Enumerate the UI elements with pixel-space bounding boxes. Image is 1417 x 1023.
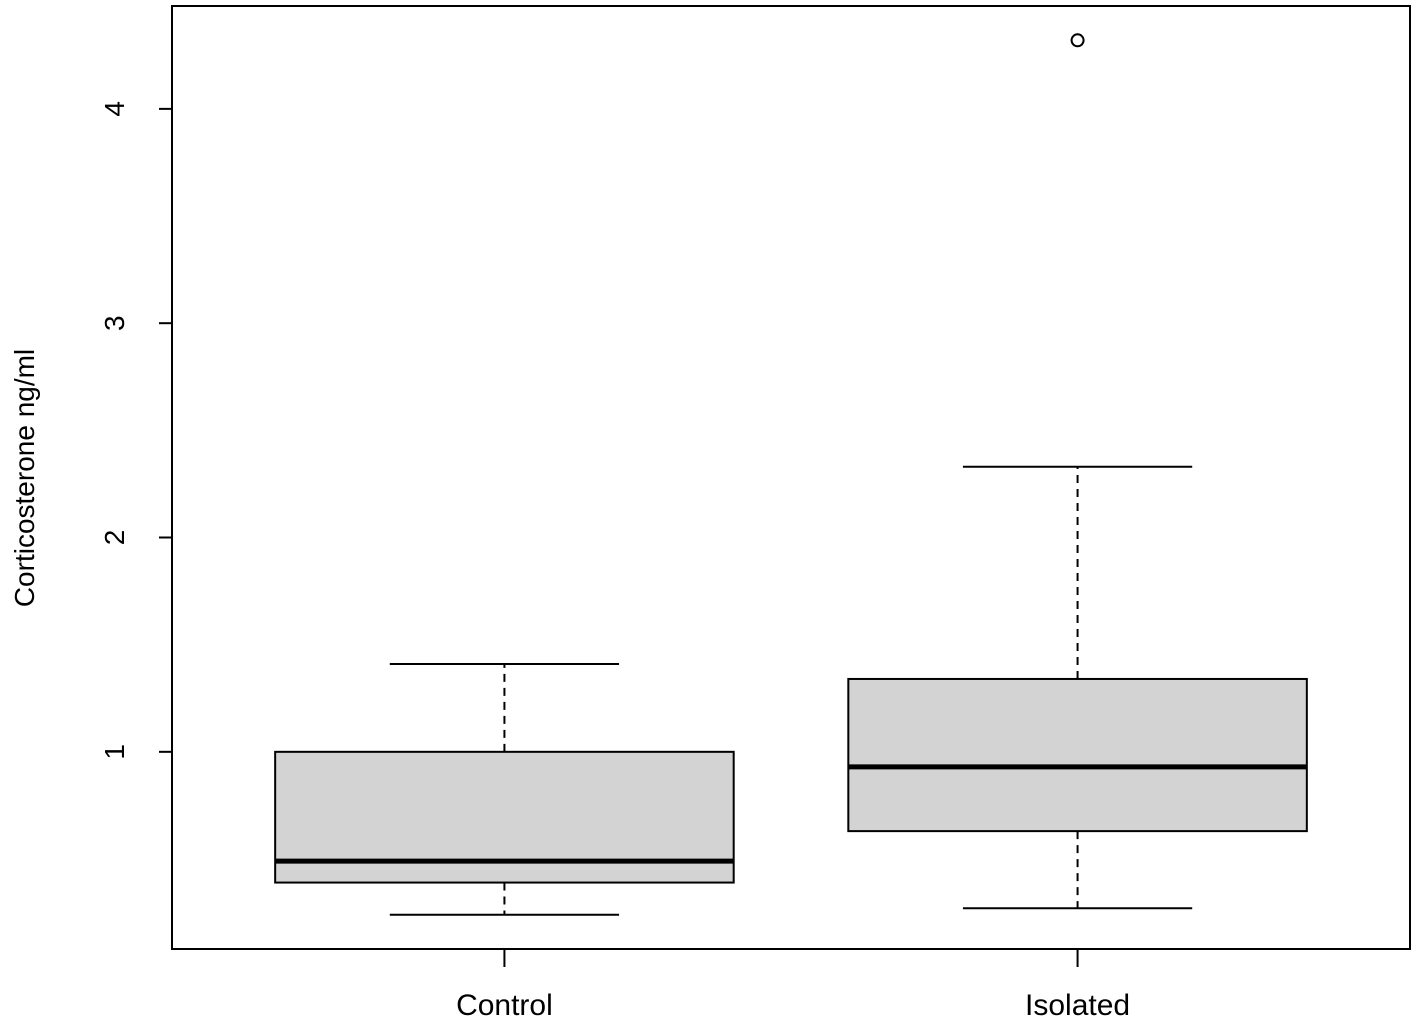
y-tick-label: 2 [99,530,130,546]
box [847,677,1308,833]
x-tick-label: Isolated [1025,989,1130,1022]
y-tick-label: 3 [99,315,130,331]
plot-frame [171,5,1411,950]
x-tick-label: Control [456,989,553,1022]
y-axis-label: Corticosterone ng/ml [9,349,40,607]
y-tick-label: 1 [99,744,130,760]
outlier [1070,33,1085,48]
y-tick-label: 4 [99,101,130,117]
